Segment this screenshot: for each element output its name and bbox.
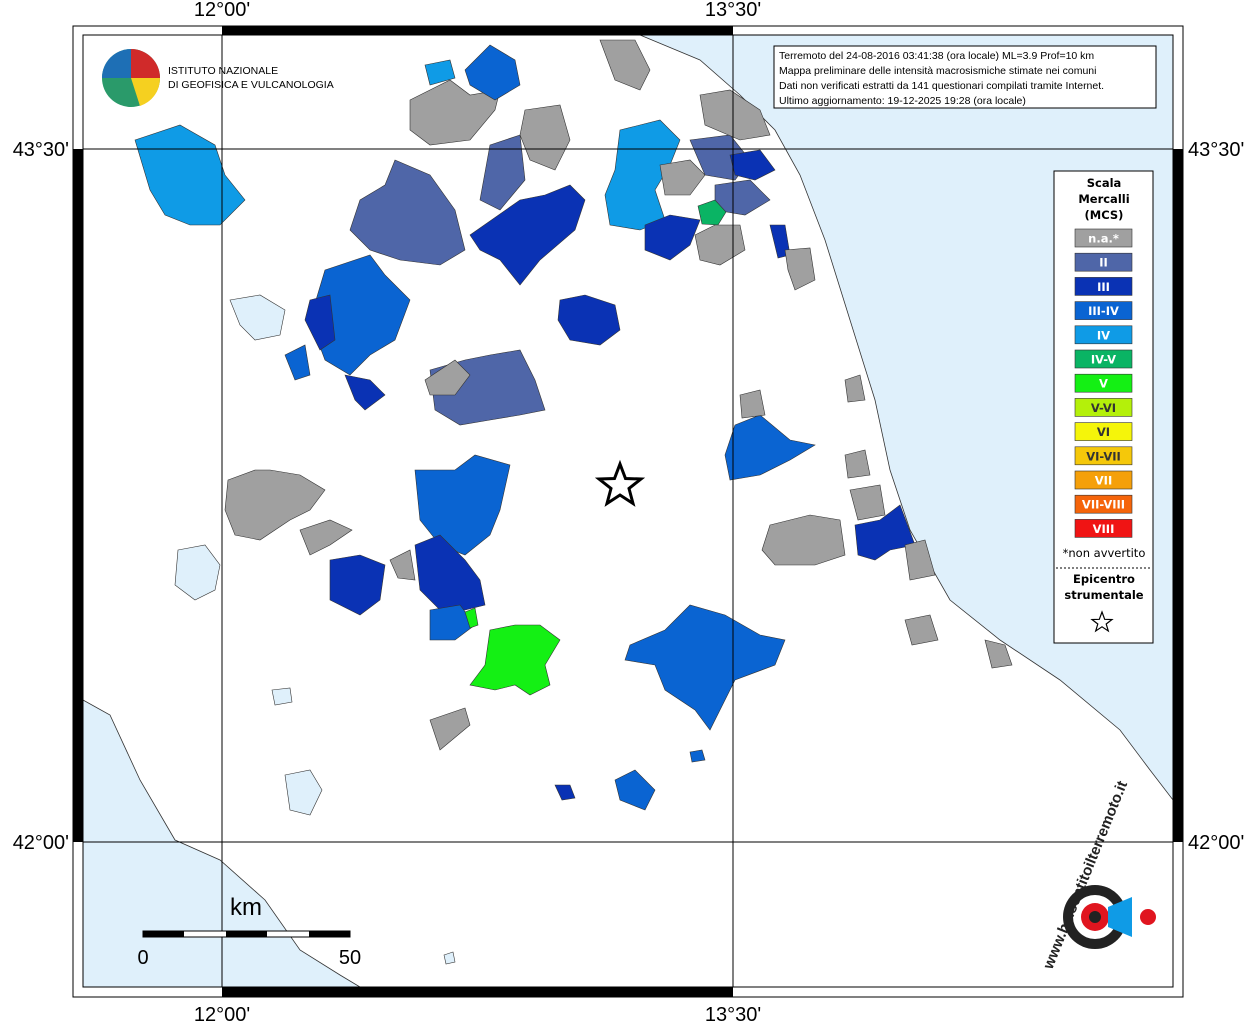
legend-swatch [1074,519,1133,538]
legend-label: n.a.* [1088,232,1119,246]
legend-label: VI-VII [1086,449,1121,463]
legend-swatch [1074,277,1133,296]
municipalities [134,39,1013,965]
lat-label: 43°30' [13,139,69,161]
legend-label: VIII [1093,522,1115,536]
scale-label: 50 [339,947,361,969]
lon-label: 12°00' [194,1004,250,1024]
legend-swatch [1074,422,1133,441]
legend-epicentre: strumentale [1064,588,1143,602]
legend-swatch [1074,301,1133,320]
lat-label: 42°00' [1188,832,1244,854]
legend-title: Mercalli [1078,192,1129,206]
info-line: Mappa preliminare delle intensità macros… [779,65,1096,77]
ingv-logo: ISTITUTO NAZIONALE DI GEOFISICA E VULCAN… [102,49,334,107]
info-line: Dati non verificati estratti da 141 ques… [779,80,1104,92]
legend: Scala Mercalli (MCS) *non avvertito Epic… [1053,170,1154,644]
scale-bar: km 0 50 [137,894,361,969]
lat-label: 43°30' [1188,139,1244,161]
lon-label: 12°00' [194,0,250,21]
legend-label: III-IV [1088,304,1119,318]
legend-label: IV [1097,328,1110,342]
legend-epicentre: Epicentro [1073,572,1135,586]
info-box: Terremoto del 24-08-2016 03:41:38 (ora l… [773,45,1157,109]
info-line: Terremoto del 24-08-2016 03:41:38 (ora l… [779,50,1094,62]
legend-swatch [1074,446,1133,466]
legend-swatch [1074,494,1133,514]
frame [72,25,1184,998]
legend-swatch [1074,325,1133,345]
logo-text: DI GEOFISICA E VULCANOLOGIA [168,79,334,91]
epicentre-star [594,459,646,507]
legend-swatch [1074,373,1133,393]
legend-label: III [1097,280,1110,294]
scale-unit: km [230,894,262,921]
legend-label: II [1099,256,1108,270]
legend-swatch [1074,349,1133,369]
legend-label: VI [1097,425,1110,439]
legend-note: *non avvertito [1063,546,1146,560]
legend-label: VII-VIII [1082,498,1125,512]
info-line: Ultimo aggiornamento: 19-12-2025 19:28 (… [779,95,1026,107]
logo-text: ISTITUTO NAZIONALE [168,65,278,77]
legend-swatch [1074,252,1133,272]
legend-label: VII [1095,474,1112,488]
legend-label: V [1099,377,1108,391]
legend-label: V-VI [1091,401,1116,415]
scale-label: 0 [137,947,148,969]
lat-label: 42°00' [13,832,69,854]
legend-label: IV-V [1091,353,1116,367]
legend-swatch [1074,228,1133,248]
legend-swatch [1074,470,1133,490]
legend-title: Scala [1087,176,1122,190]
lon-label: 13°30' [705,1004,761,1024]
legend-swatch [1074,398,1133,417]
lon-label: 13°30' [705,0,761,21]
legend-title: (MCS) [1085,208,1124,222]
